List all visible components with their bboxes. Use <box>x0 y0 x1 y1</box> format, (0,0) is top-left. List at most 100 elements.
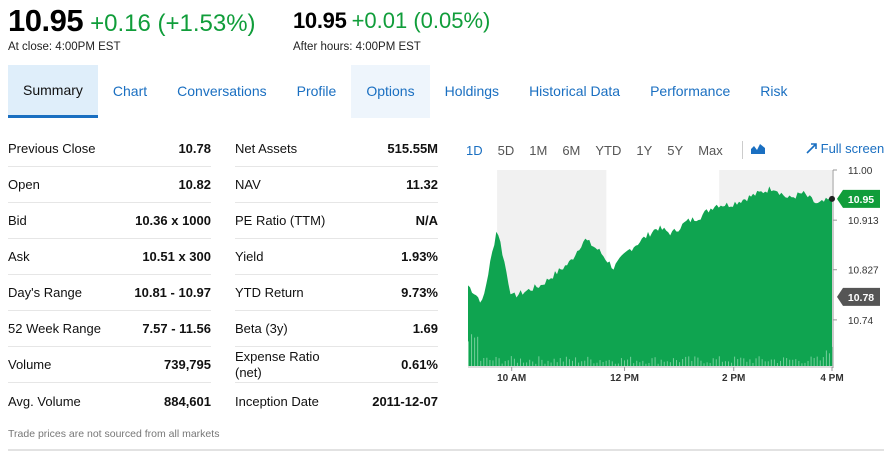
last-price-tag-label: 10.95 <box>848 194 874 206</box>
volume-bar <box>596 362 598 366</box>
after-hours-price: 10.95 <box>293 8 347 33</box>
volume-bar <box>651 358 653 366</box>
volume-bar <box>691 360 693 366</box>
volume-bar <box>633 363 635 366</box>
stat-row: 52 Week Range 7.57 - 11.56 <box>8 311 211 347</box>
volume-bar <box>477 336 479 366</box>
volume-bar <box>620 358 622 366</box>
volume-bar <box>660 359 662 366</box>
volume-bar <box>507 360 509 366</box>
after-hours-change: +0.01 (0.05%) <box>351 8 491 33</box>
volume-bar <box>789 359 791 366</box>
volume-bar <box>608 359 610 366</box>
volume-bar <box>746 361 748 366</box>
tab-conversations[interactable]: Conversations <box>177 83 267 99</box>
volume-bar <box>559 358 561 366</box>
price-change: +0.16 (+1.53%) <box>90 10 256 37</box>
volume-bar <box>795 359 797 366</box>
volume-bar <box>813 357 815 366</box>
stat-label: NAV <box>235 177 261 192</box>
y-tick-label: 10.913 <box>848 216 879 227</box>
mountain-chart-icon[interactable] <box>741 141 765 159</box>
range-1y[interactable]: 1Y <box>636 142 653 158</box>
volume-bar <box>718 356 720 366</box>
volume-bar <box>715 359 717 366</box>
stat-value: 10.51 x 300 <box>142 249 211 264</box>
stat-row: Avg. Volume 884,601 <box>8 383 211 419</box>
full-screen-button[interactable]: Full screen <box>806 141 884 156</box>
price-tags: 10.95 10.78 <box>837 189 880 306</box>
volume-bar <box>825 350 827 366</box>
volume-bar <box>529 359 531 366</box>
stat-value: 0.61% <box>401 357 438 372</box>
volume-bar <box>468 341 469 366</box>
volume-bar <box>553 358 555 366</box>
range-1d[interactable]: 1D <box>466 142 483 158</box>
volume-bar <box>471 334 473 366</box>
quote-close: 10.95 +0.16 (+1.53%) At close: 4:00PM EST <box>8 2 256 53</box>
quote-after-hours: 10.95 +0.01 (0.05%) After hours: 4:00PM E… <box>293 2 490 53</box>
tab-profile[interactable]: Profile <box>296 83 337 99</box>
volume-bar <box>728 361 729 366</box>
volume-bar <box>520 358 521 366</box>
volume-bar <box>743 358 745 366</box>
volume-bar <box>819 360 821 366</box>
volume-bar <box>474 337 476 366</box>
volume-bar <box>550 362 552 366</box>
stat-row: PE Ratio (TTM) N/A <box>235 203 438 239</box>
volume-bar <box>721 361 723 366</box>
volume-bar <box>654 357 656 366</box>
stat-row: Volume 739,795 <box>8 347 211 383</box>
volume-bar <box>783 357 785 366</box>
volume-bar <box>657 363 659 366</box>
stat-value: 11.32 <box>406 177 438 192</box>
range-5y[interactable]: 5Y <box>667 142 684 158</box>
volume-bar <box>700 360 702 366</box>
last-price-dot <box>829 195 835 202</box>
volume-bar <box>828 353 830 366</box>
stat-label: Ask <box>8 249 30 264</box>
tab-historical-data[interactable]: Historical Data <box>529 83 621 99</box>
range-ytd[interactable]: YTD <box>595 142 622 158</box>
tab-bar: Summary Chart Conversations Profile Opti… <box>8 65 878 118</box>
stats-table-left: Previous Close 10.78 Open 10.82 Bid 10.36 x… <box>8 131 211 419</box>
range-1m[interactable]: 1M <box>529 142 548 158</box>
stat-value: 10.82 <box>178 177 211 192</box>
volume-bar <box>801 363 803 366</box>
trade-prices-footnote: Trade prices are not sourced from all ma… <box>8 428 220 440</box>
volume-bar <box>611 361 613 366</box>
tab-risk[interactable]: Risk <box>760 83 788 99</box>
stat-value: 2011-12-07 <box>372 393 438 409</box>
range-max[interactable]: Max <box>698 142 723 158</box>
stat-value: 10.36 x 1000 <box>135 213 211 228</box>
stat-label: Expense Ratio (net) <box>235 348 320 380</box>
tab-holdings[interactable]: Holdings <box>444 83 500 99</box>
stat-label: Day's Range <box>8 285 83 300</box>
stat-row: Net Assets 515.55M <box>235 131 438 167</box>
volume-bar <box>495 356 497 366</box>
volume-bar <box>807 360 809 366</box>
price-area <box>468 186 832 366</box>
volume-bar <box>749 359 751 366</box>
volume-bar <box>764 361 766 366</box>
volume-bar <box>584 360 586 366</box>
volume-bar <box>792 359 794 366</box>
tab-summary[interactable]: Summary <box>8 65 98 118</box>
tab-performance[interactable]: Performance <box>650 83 731 99</box>
stat-label: Inception Date <box>235 393 319 409</box>
stat-value: 515.55M <box>387 141 438 156</box>
volume-bar <box>703 363 705 366</box>
volume-bar <box>602 361 604 366</box>
volume-bar <box>544 363 546 366</box>
y-tick-label: 10.827 <box>848 266 879 277</box>
after-hours-time: After hours: 4:00PM EST <box>293 41 421 53</box>
stat-row: Inception Date 2011-12-07 <box>235 383 438 419</box>
price-chart[interactable]: 11.00 10.913 10.827 10.74 10 AM 12 PM 2 PM 4 P… <box>466 166 884 388</box>
range-6m[interactable]: 6M <box>562 142 581 158</box>
tab-options[interactable]: Options <box>351 65 430 118</box>
volume-bar <box>734 356 736 366</box>
range-5d[interactable]: 5D <box>497 142 515 158</box>
volume-bar <box>755 358 757 366</box>
volume-bar <box>642 360 644 366</box>
tab-chart[interactable]: Chart <box>112 83 148 99</box>
